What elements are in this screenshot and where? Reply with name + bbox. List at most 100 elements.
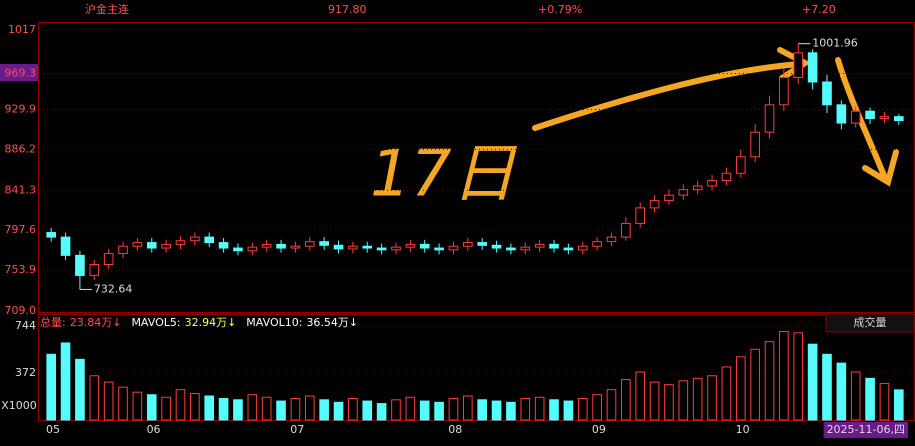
volume-title: 成交量 bbox=[854, 315, 887, 329]
volume-bar bbox=[678, 380, 689, 421]
candle-body bbox=[735, 156, 746, 174]
candle-body bbox=[750, 131, 760, 158]
volume-bar bbox=[836, 362, 847, 421]
volume-bar bbox=[649, 381, 660, 421]
x-tick-label: 07 bbox=[290, 423, 304, 436]
volume-bar bbox=[577, 398, 588, 421]
candle-body bbox=[779, 76, 789, 106]
volume-bar bbox=[161, 396, 171, 421]
candle-body bbox=[520, 246, 531, 251]
legend-label: MAVOL5: bbox=[131, 316, 180, 329]
legend-label: 总量: bbox=[40, 315, 66, 329]
candle-body bbox=[549, 243, 559, 249]
candle-body bbox=[204, 236, 215, 244]
candle-body bbox=[865, 110, 875, 119]
candle-body bbox=[175, 240, 186, 245]
volume-bar bbox=[692, 377, 703, 421]
x-tick-label: 10 bbox=[736, 423, 750, 436]
candle-body bbox=[606, 236, 617, 243]
volume-bar bbox=[735, 356, 746, 421]
volume-bar bbox=[491, 400, 502, 421]
volume-bar bbox=[477, 399, 487, 421]
arrow-head bbox=[862, 149, 899, 187]
change: +7.20 bbox=[802, 3, 836, 16]
candle-body bbox=[348, 245, 358, 250]
volume-bar bbox=[175, 389, 186, 421]
volume-bar bbox=[319, 399, 329, 421]
candle-body bbox=[836, 104, 847, 124]
x-tick-label: 2025-11-06,四 bbox=[827, 423, 905, 436]
min-label: 732.64 bbox=[94, 282, 132, 295]
arrow-head bbox=[777, 47, 811, 81]
candle-body bbox=[161, 243, 171, 249]
volume-bar bbox=[276, 400, 286, 421]
volume-bar bbox=[822, 353, 832, 421]
x-tick-label: 05 bbox=[46, 423, 60, 436]
volume-bar bbox=[463, 395, 473, 421]
volume-bar bbox=[448, 398, 459, 421]
max-label: 1001.96 bbox=[812, 37, 858, 50]
candle-body bbox=[89, 263, 100, 276]
volume-bar bbox=[750, 348, 760, 421]
volume-bar bbox=[233, 399, 243, 421]
volume-bar bbox=[807, 343, 818, 421]
x-tick-label: 08 bbox=[448, 423, 462, 436]
legend-label: MAVOL10: bbox=[246, 316, 302, 329]
volume-bar bbox=[707, 375, 717, 421]
candle-body bbox=[477, 242, 487, 246]
candle-body bbox=[75, 254, 85, 276]
candle-body bbox=[506, 247, 516, 251]
volume-title-box bbox=[825, 313, 915, 333]
candle-body bbox=[822, 81, 832, 106]
volume-bar bbox=[894, 389, 904, 421]
candle-body bbox=[448, 245, 459, 251]
volume-tick-label: 372 bbox=[15, 366, 36, 379]
y-tick-label: 841.3 bbox=[5, 183, 37, 196]
volume-bar bbox=[434, 401, 444, 421]
candle-body bbox=[118, 245, 128, 255]
volume-bar bbox=[146, 394, 157, 421]
handwritten-note: 17日 bbox=[370, 138, 517, 212]
last-price: 917.80 bbox=[328, 3, 367, 16]
candle-body bbox=[376, 247, 387, 251]
volume-bar bbox=[247, 394, 258, 421]
candle-body bbox=[132, 242, 143, 247]
legend-value: 23.84万↓ bbox=[70, 316, 122, 329]
y-tick-label: 797.6 bbox=[5, 223, 37, 236]
instrument-name: 沪金主连 bbox=[85, 2, 129, 16]
y-tick-label: 969.3 bbox=[5, 67, 37, 80]
volume-bar bbox=[779, 331, 789, 421]
candle-body bbox=[850, 110, 861, 124]
candle-body bbox=[218, 242, 229, 249]
volume-bar bbox=[879, 382, 890, 421]
volume-bar bbox=[520, 398, 531, 421]
volume-bar bbox=[89, 375, 100, 421]
legend-value: 36.54万↓ bbox=[306, 316, 358, 329]
candle-body bbox=[290, 245, 301, 249]
candle-body bbox=[491, 244, 502, 249]
candle-body bbox=[304, 241, 315, 247]
volume-bar bbox=[506, 401, 516, 421]
y-tick-label: 1017 bbox=[8, 23, 36, 36]
candle-body bbox=[103, 253, 114, 265]
volume-bar bbox=[261, 396, 272, 421]
candle-body bbox=[46, 232, 56, 238]
volume-bar bbox=[103, 381, 114, 421]
arrow-up bbox=[532, 61, 803, 131]
candle-body bbox=[333, 244, 344, 250]
volume-bar bbox=[721, 366, 732, 421]
candle-body bbox=[879, 116, 890, 119]
volume-bar bbox=[793, 332, 804, 421]
candle-body bbox=[678, 189, 689, 196]
volume-bar bbox=[563, 400, 574, 421]
candle-body bbox=[707, 180, 717, 187]
volume-bar bbox=[376, 403, 387, 421]
y-tick-label: 709.0 bbox=[5, 304, 37, 317]
candle-body bbox=[261, 243, 272, 248]
candle-body bbox=[793, 52, 804, 78]
legend-value: 32.94万↓ bbox=[185, 316, 237, 329]
y-tick-label: 929.9 bbox=[5, 102, 37, 115]
y-tick-label: 886.2 bbox=[5, 142, 37, 155]
candle-body bbox=[146, 242, 157, 249]
